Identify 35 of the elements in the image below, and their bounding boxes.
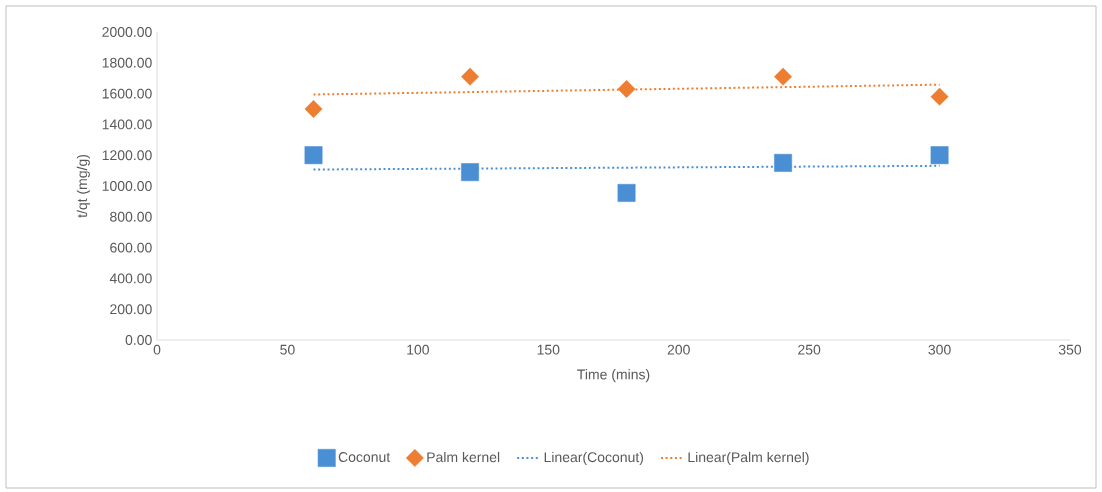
x-tick-label: 250 (798, 344, 821, 355)
y-tick-label: 200.00 (110, 304, 152, 315)
y-tick-label: 1400.00 (102, 119, 152, 130)
point (461, 163, 479, 182)
y-tick-label: 0.00 (125, 335, 152, 345)
x-tick-label: 100 (407, 344, 429, 355)
legend-label: Coconut (338, 452, 391, 462)
y-tick-label: 1200.00 (102, 150, 152, 161)
y-tick-label: 1000.00 (102, 181, 152, 191)
y-tick-label: 2000.00 (102, 27, 152, 37)
point (304, 146, 323, 165)
y-tick-label: 1800.00 (102, 57, 152, 68)
point (774, 67, 792, 86)
y-tick-label: 800.00 (110, 211, 152, 222)
point (617, 183, 636, 202)
x-tick-label: 50 (280, 344, 295, 355)
x-tick-label: 200 (667, 344, 690, 355)
point (304, 100, 323, 118)
x-axis-title: Time (mins) (577, 369, 650, 383)
x-tick-label: 150 (537, 344, 560, 355)
x-tick-label: 350 (1058, 344, 1082, 355)
point (774, 153, 792, 172)
legend-label: Linear(Palm kernel) (688, 451, 809, 465)
legend-label: Palm kernel (427, 451, 500, 463)
x-tick-label: 0 (153, 344, 161, 355)
y-axis-title: t/qt (mg/g) (76, 154, 90, 218)
point (461, 67, 479, 86)
y-tick-label: 400.00 (109, 273, 152, 284)
legend-label: Linear(Coconut) (544, 451, 644, 465)
y-tick-label: 1600.00 (102, 88, 152, 99)
point (930, 146, 949, 165)
x-tick-label: 300 (928, 344, 951, 355)
y-tick-label: 600.00 (110, 242, 152, 253)
point (617, 80, 636, 98)
point (930, 87, 949, 106)
